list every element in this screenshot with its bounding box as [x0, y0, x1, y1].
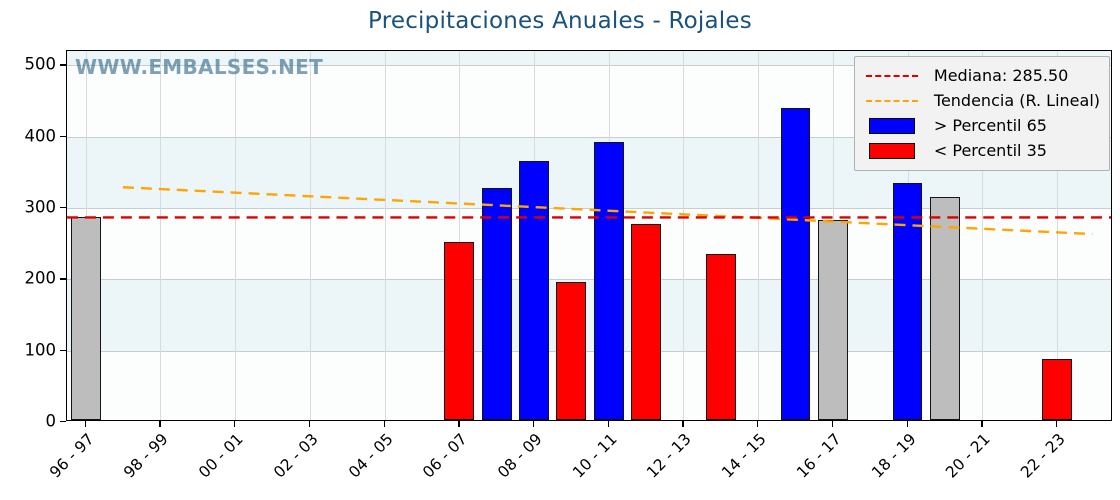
x-tick-label: 00 - 01	[195, 430, 247, 482]
x-axis: 96 - 97 98 - 99 00 - 01 02 - 03 04 - 05 06 - …	[46, 421, 1112, 500]
gridline-vertical	[758, 51, 759, 420]
x-tick-mark	[532, 421, 535, 427]
y-tick-mark	[60, 349, 66, 352]
bar-10-11	[593, 141, 624, 420]
y-tick-mark	[60, 278, 66, 280]
legend-label: Mediana: 285.50	[933, 66, 1069, 85]
y-tick-label: 100	[24, 340, 57, 360]
x-tick-mark	[607, 421, 610, 427]
x-tick-mark	[1055, 421, 1058, 427]
x-tick-label: 10 - 11	[568, 430, 621, 482]
gridline-vertical	[459, 51, 460, 420]
gridline-vertical	[235, 51, 236, 420]
x-tick-label: 12 - 13	[643, 430, 696, 482]
legend-label: < Percentil 35	[933, 141, 1047, 160]
legend-marker	[865, 74, 918, 77]
trend-line	[122, 186, 1093, 236]
gridline-vertical	[683, 51, 684, 420]
x-tick-mark	[308, 421, 311, 427]
bar-96-97	[70, 216, 101, 420]
x-tick-label: 96 - 97	[45, 430, 98, 482]
bar-09-10	[556, 281, 587, 420]
bar-13-14	[705, 254, 736, 420]
x-tick-label: 06 - 07	[419, 430, 471, 482]
x-tick-label: 18 - 19	[867, 430, 920, 482]
bar-16-17	[817, 219, 848, 420]
legend-dash-icon	[864, 67, 920, 85]
median-line	[67, 216, 1111, 219]
gridline-vertical	[385, 51, 386, 420]
gridline-vertical	[982, 51, 983, 420]
legend-median[interactable]: Mediana: 285.50	[864, 63, 1100, 88]
x-tick-mark	[383, 421, 385, 427]
x-tick-label: 08 - 09	[494, 430, 546, 482]
x-tick-mark	[981, 421, 983, 427]
y-tick-mark	[60, 421, 66, 423]
bar-07-08	[481, 188, 512, 420]
x-tick-label: 22 - 23	[1017, 430, 1069, 482]
y-tick-label: 400	[24, 126, 57, 146]
gridline-vertical	[160, 51, 161, 420]
bar-19-20	[929, 196, 960, 420]
legend-swatch-icon	[864, 142, 920, 160]
x-tick-label: 98 - 99	[120, 430, 173, 482]
legend-marker	[868, 142, 915, 159]
y-tick-mark	[60, 206, 66, 209]
x-tick-mark	[84, 421, 87, 427]
legend-marker	[868, 117, 915, 134]
page-title: Precipitaciones Anuales - Rojales	[368, 8, 752, 34]
y-tick-mark	[60, 64, 66, 66]
chart-legend: Mediana: 285.50 Tendencia (R. Lineal) > Pe…	[853, 56, 1110, 171]
gridline-vertical	[1057, 51, 1058, 420]
bar-08-09	[519, 161, 549, 420]
gridline-vertical	[310, 51, 311, 420]
x-tick-mark	[682, 421, 684, 427]
x-tick-mark	[159, 421, 161, 427]
legend-label: > Percentil 65	[933, 116, 1047, 135]
y-tick-label: 300	[24, 197, 57, 217]
gridline-horizontal	[67, 207, 1111, 209]
y-tick-label: 500	[24, 54, 57, 74]
gridline-horizontal	[67, 65, 1111, 67]
gridline-horizontal	[67, 350, 1111, 352]
bar-18-19	[892, 183, 923, 420]
legend-marker	[865, 99, 918, 102]
y-axis: 0 100 200 300 400 500	[0, 50, 66, 431]
gridline-horizontal	[67, 279, 1111, 281]
x-tick-mark	[458, 421, 460, 427]
bar-22-23	[1042, 358, 1072, 420]
bar-06-07	[444, 241, 475, 420]
y-tick-mark	[60, 135, 66, 137]
legend-dash-icon	[864, 92, 920, 110]
bar-15-16	[780, 108, 811, 420]
legend-swatch-icon	[864, 117, 920, 135]
background-band	[67, 51, 1111, 66]
legend-label: Tendencia (R. Lineal)	[933, 91, 1100, 110]
legend-trend[interactable]: Tendencia (R. Lineal)	[864, 88, 1100, 113]
x-tick-mark	[906, 421, 908, 427]
y-tick-label: 0	[45, 411, 57, 431]
x-tick-label: 16 - 17	[792, 430, 845, 482]
x-tick-mark	[831, 421, 834, 427]
x-tick-label: 14 - 15	[718, 430, 770, 482]
x-tick-mark	[757, 421, 759, 427]
x-tick-label: 20 - 21	[942, 430, 994, 482]
x-tick-label: 02 - 03	[269, 430, 322, 482]
legend-p65[interactable]: > Percentil 65	[864, 113, 1100, 138]
legend-p35[interactable]: < Percentil 35	[864, 138, 1100, 163]
x-tick-mark	[234, 421, 236, 427]
gridline-horizontal	[67, 136, 1111, 138]
y-tick-label: 200	[24, 268, 57, 288]
x-tick-label: 04 - 05	[344, 430, 397, 482]
bar-11-12	[631, 223, 661, 420]
